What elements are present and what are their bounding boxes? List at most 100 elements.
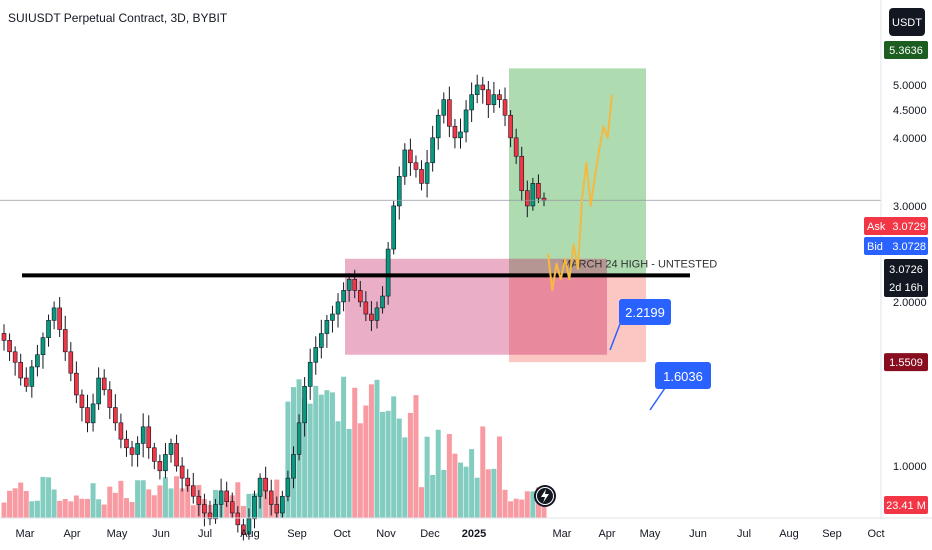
candle [12, 346, 18, 376]
price-tick-label: 1.0000 [893, 461, 927, 473]
high-price-tag-box [884, 41, 928, 59]
volume-bar [341, 376, 347, 518]
candle [190, 472, 196, 504]
callout-2[interactable]: 1.6036 [649, 362, 711, 411]
currency-label: USDT [892, 17, 922, 29]
candle-body [319, 333, 324, 348]
low-price-tag[interactable]: 1.5509 [884, 353, 928, 372]
volume-bar [491, 468, 497, 518]
candle-body [163, 454, 168, 472]
candle [224, 481, 229, 507]
volume-bar [68, 501, 74, 518]
time-tick-label: May [640, 528, 661, 540]
candle [51, 301, 57, 330]
price-tick-label: 5.0000 [893, 80, 927, 92]
candle [207, 500, 213, 526]
currency-button[interactable] [889, 8, 925, 36]
candle-body [280, 495, 285, 514]
candle-body [458, 131, 463, 139]
volume-bar [51, 489, 57, 518]
candle [57, 297, 62, 338]
candle-body [268, 490, 274, 505]
time-tick-label: Jul [198, 528, 212, 540]
candle-body [396, 175, 402, 207]
bid-label: Bid [867, 241, 883, 253]
candle [68, 342, 74, 382]
candle [235, 506, 241, 533]
candle [302, 377, 307, 437]
candle-body [229, 501, 235, 514]
lightning-icon[interactable] [534, 485, 556, 507]
candle-body [129, 447, 135, 455]
candle [296, 414, 302, 461]
candle [257, 473, 263, 509]
candle [246, 508, 252, 540]
candle [435, 109, 441, 150]
volume-tag-box [884, 496, 928, 514]
candle-body [157, 461, 163, 472]
candle [218, 478, 224, 518]
time-tick-label: Sep [287, 528, 307, 540]
time-axis[interactable]: Mar Apr May Jun Jul Aug Sep Oct Nov Dec 2025 Mar Apr… [16, 528, 885, 540]
last-price-tag[interactable]: 3.0726 2d 16h [884, 259, 928, 297]
volume-bar [424, 436, 430, 518]
time-tick-label: Apr [598, 528, 615, 540]
volume-bar [85, 498, 91, 518]
candle-body [213, 504, 218, 520]
candle-body [152, 447, 157, 462]
candle [469, 82, 474, 123]
candle-body [324, 320, 330, 334]
candle [185, 469, 191, 492]
candle [79, 389, 85, 422]
candle [101, 369, 107, 396]
candle [463, 100, 469, 143]
candle-body [18, 361, 24, 379]
candle [480, 76, 486, 104]
high-price-tag-text: 5.3636 [889, 45, 923, 57]
candle-body [374, 307, 380, 321]
candle-body [452, 125, 458, 139]
bid-box [864, 237, 928, 255]
candle [113, 394, 118, 431]
candle-body [51, 307, 57, 321]
volume-bar [307, 403, 313, 518]
price-tick-label: 4.0000 [893, 133, 927, 145]
volume-bar [246, 493, 252, 518]
candle-body [296, 422, 302, 455]
candle [335, 293, 341, 328]
candle-body [246, 518, 252, 535]
candle [280, 490, 285, 519]
candle [35, 344, 40, 377]
candle [413, 155, 419, 178]
ask-tag[interactable]: Ask 3.0729 [864, 217, 928, 235]
candle [23, 367, 29, 392]
high-price-tag[interactable]: 5.3636 [884, 41, 928, 59]
volume-bar [485, 469, 491, 518]
candle [263, 466, 268, 500]
bid-tag[interactable]: Bid 3.0728 [864, 237, 928, 255]
candle [346, 273, 352, 302]
candle [430, 125, 435, 172]
candle [229, 492, 235, 519]
volume-bar [380, 412, 386, 518]
candle-body [474, 84, 480, 95]
candle [129, 440, 135, 467]
volume-tag[interactable]: 23.41 M [884, 496, 928, 514]
candle-body [430, 137, 435, 164]
candle-body [519, 155, 525, 191]
candle [330, 305, 335, 333]
candle [241, 518, 246, 541]
callout-1[interactable]: 2.2199 [609, 299, 671, 351]
candle [40, 332, 46, 369]
candle-body [341, 290, 346, 303]
candle [252, 490, 257, 529]
price-axis[interactable]: 5.00004.50004.00003.00002.50002.00001.00… [864, 41, 928, 514]
candle-body [196, 495, 202, 505]
price-tick-label: 3.0000 [893, 201, 927, 213]
time-tick-label: Apr [63, 528, 80, 540]
callout-1-text: 2.2199 [625, 305, 665, 320]
candle [524, 180, 530, 218]
last-price-box [884, 259, 928, 297]
candle-body [408, 149, 413, 164]
